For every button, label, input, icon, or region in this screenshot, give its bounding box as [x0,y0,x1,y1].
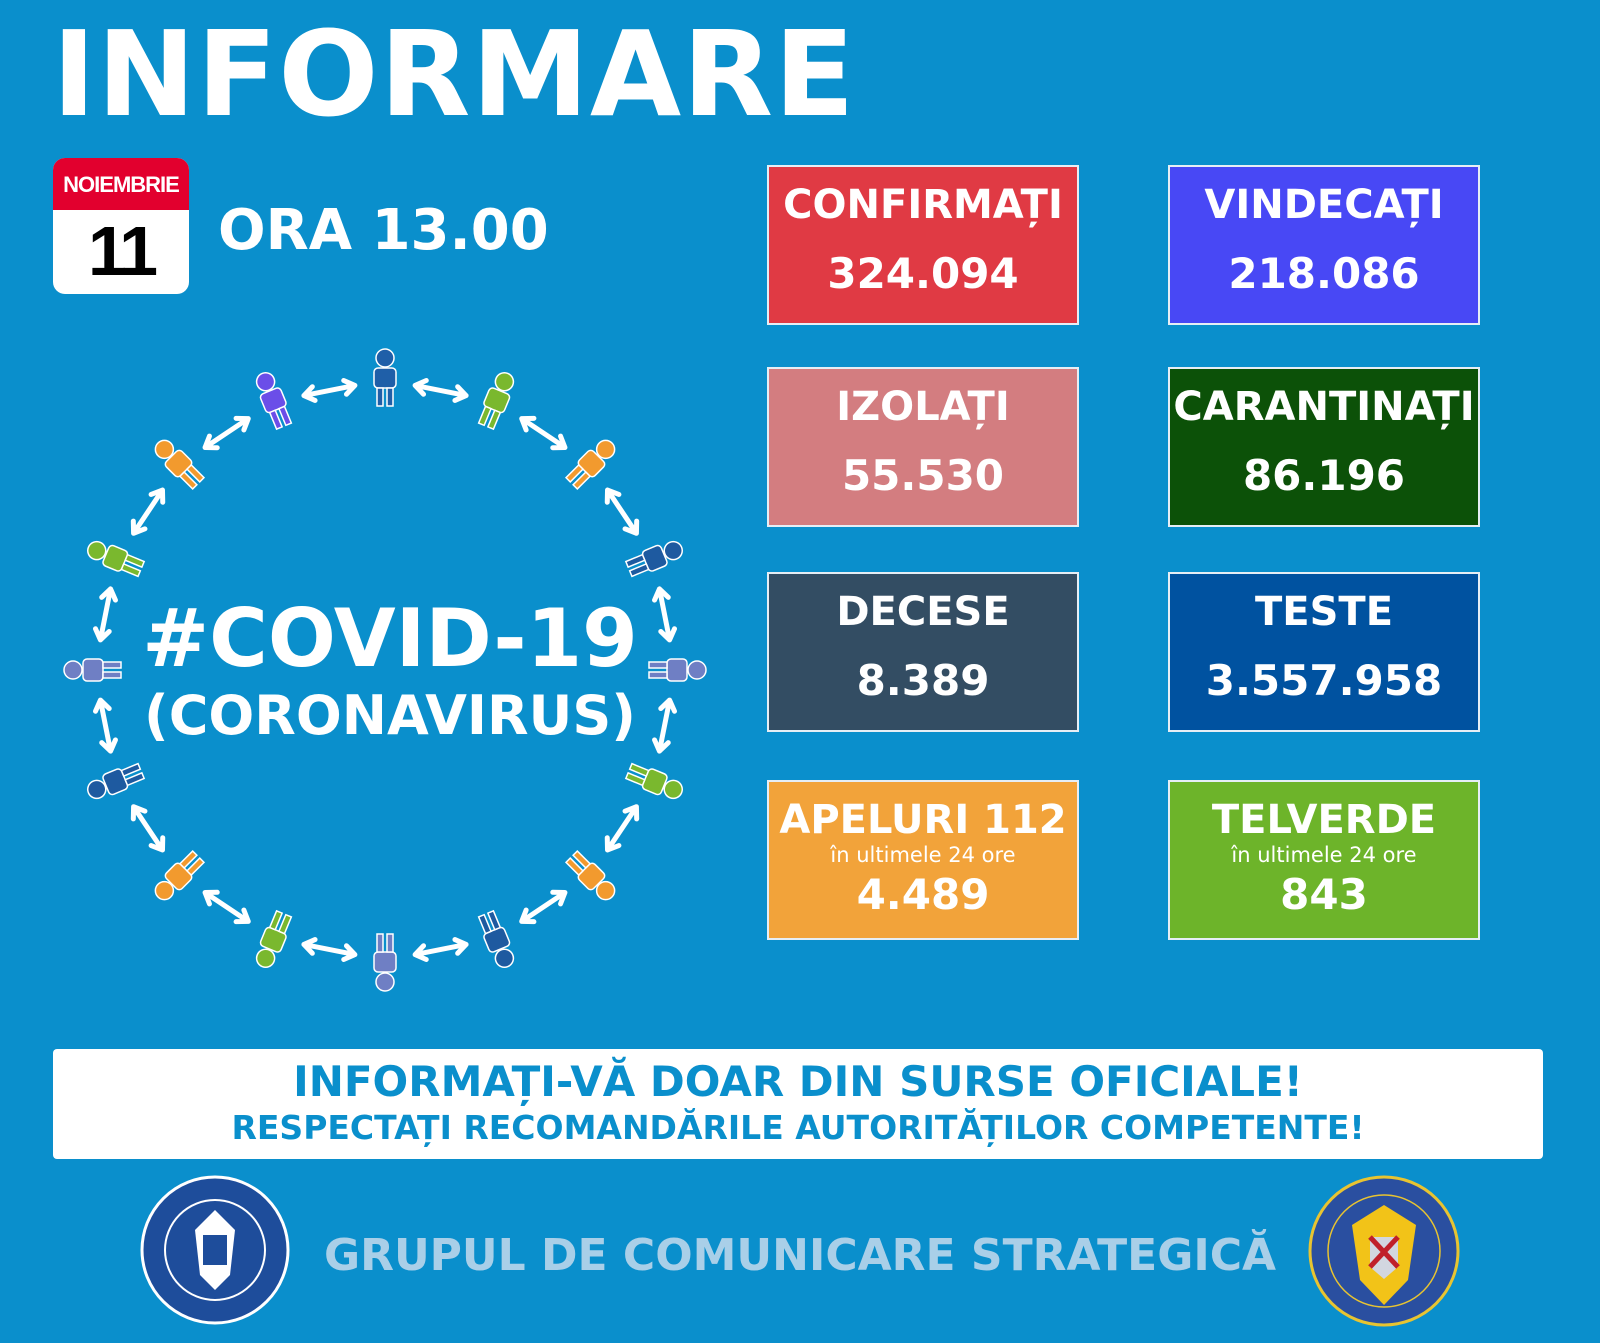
covid-subtitle: (CORONAVIRUS) [144,684,636,747]
double-arrow-icon [92,697,118,754]
calendar-icon: NOIEMBRIE 11 [53,158,189,294]
time-label: ORA 13.00 [218,198,549,263]
stat-label: IZOLAȚI [836,384,1010,430]
stat-box-telverde: TELVERDE în ultimele 24 ore 843 [1168,780,1480,940]
double-arrow-icon [652,586,678,643]
double-arrow-icon [604,804,640,853]
person-icon [373,348,397,407]
page-title: INFORMARE [52,5,856,143]
stat-box-carantina-i: CARANTINAȚI 86.196 [1168,367,1480,527]
government-logo [140,1175,290,1325]
stat-label: APELURI 112 [779,797,1067,843]
stat-label: CARANTINAȚI [1173,384,1475,430]
stat-box-apeluri-112: APELURI 112 în ultimele 24 ore 4.489 [767,780,1079,940]
banner-line-1: INFORMAȚI-VĂ DOAR DIN SURSE OFICIALE! [293,1057,1303,1106]
dsu-logo [1308,1175,1460,1327]
person-icon [255,371,293,431]
person-icon [63,658,122,682]
stat-label: TELVERDE [1211,797,1437,843]
person-icon [154,439,206,491]
person-icon [86,762,146,800]
person-icon [477,371,515,431]
person-icon [564,849,616,901]
person-icon [86,540,146,578]
stat-value: 3.557.958 [1205,656,1443,705]
people-ring-illustration [63,348,707,992]
stat-label: CONFIRMAȚI [783,182,1063,228]
double-arrow-icon [519,415,568,451]
double-arrow-icon [604,487,640,536]
person-icon [624,540,684,578]
stat-sublabel: în ultimele 24 ore [1231,843,1417,867]
calendar-month: NOIEMBRIE [53,158,189,210]
stat-value: 324.094 [827,249,1019,298]
double-arrow-icon [92,586,118,643]
double-arrow-icon [652,697,678,754]
stat-box-decese: DECESE 8.389 [767,572,1079,732]
double-arrow-icon [130,487,166,536]
double-arrow-icon [301,937,358,963]
stat-value: 55.530 [841,451,1005,500]
official-sources-banner: INFORMAȚI-VĂ DOAR DIN SURSE OFICIALE! RE… [53,1049,1543,1159]
stat-value: 8.389 [856,656,990,705]
stat-value: 86.196 [1242,451,1406,500]
stat-label: VINDECAȚI [1204,182,1444,228]
person-icon [564,439,616,491]
person-icon [373,933,397,992]
person-icon [154,849,206,901]
double-arrow-icon [202,889,251,925]
double-arrow-icon [301,377,358,403]
person-icon [624,762,684,800]
double-arrow-icon [519,889,568,925]
stat-label: TESTE [1254,589,1394,635]
stat-box-vindeca-i: VINDECAȚI 218.086 [1168,165,1480,325]
stat-value: 4.489 [856,870,990,919]
double-arrow-icon [412,377,469,403]
double-arrow-icon [412,937,469,963]
footer-org-name: GRUPUL DE COMUNICARE STRATEGICĂ [323,1230,1277,1281]
stat-box-teste: TESTE 3.557.958 [1168,572,1480,732]
person-icon [255,909,293,969]
double-arrow-icon [130,804,166,853]
double-arrow-icon [202,415,251,451]
person-icon [477,909,515,969]
stat-box-confirma-i: CONFIRMAȚI 324.094 [767,165,1079,325]
stat-value: 218.086 [1228,249,1420,298]
person-icon [648,658,707,682]
stat-label: DECESE [836,589,1010,635]
calendar-day: 11 [88,212,158,290]
stat-box-izola-i: IZOLAȚI 55.530 [767,367,1079,527]
covid-hashtag: #COVID-19 [142,592,638,685]
banner-line-2: RESPECTAȚI RECOMANDĂRILE AUTORITĂȚILOR C… [231,1108,1365,1147]
stat-value: 843 [1280,870,1368,919]
stat-sublabel: în ultimele 24 ore [830,843,1016,867]
